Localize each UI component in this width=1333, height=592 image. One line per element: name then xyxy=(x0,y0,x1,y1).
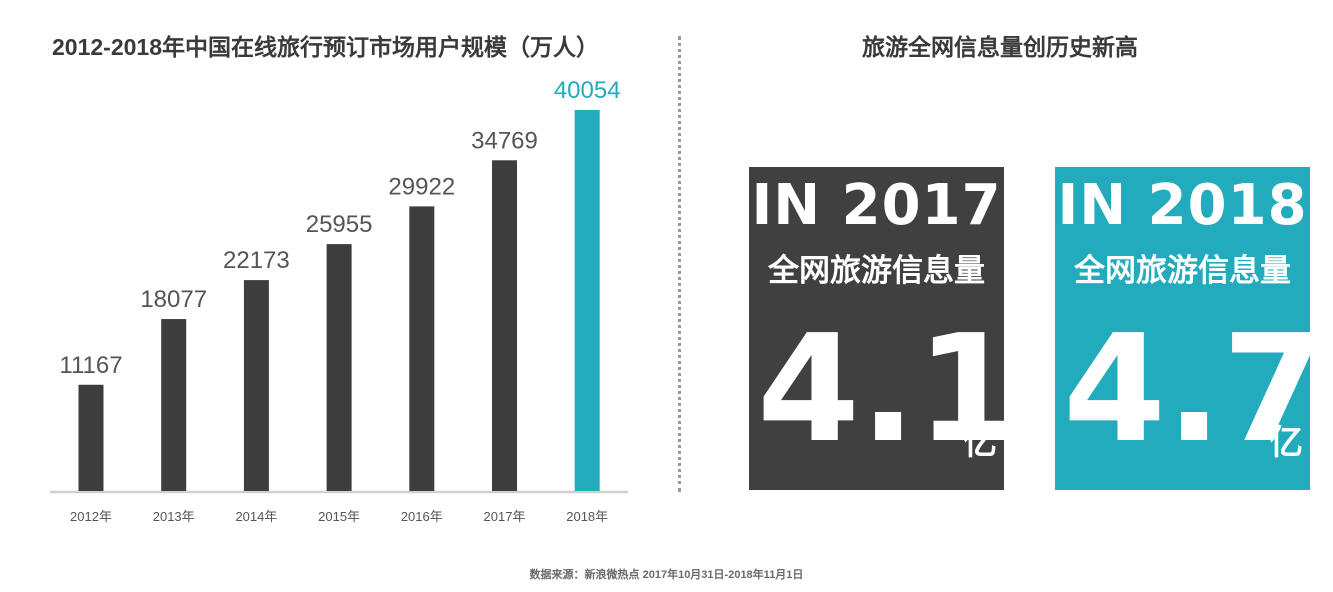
bar xyxy=(492,160,517,491)
card-unit: 亿 xyxy=(963,424,997,462)
bar xyxy=(574,110,600,492)
card-value: 4.7 xyxy=(1063,303,1310,475)
card-2017: IN 2017 全网旅游信息量 4.1 亿 xyxy=(749,167,1004,490)
card-label: 全网旅游信息量 xyxy=(768,253,985,288)
bar xyxy=(243,280,269,491)
bar xyxy=(409,206,435,491)
x-tick-label: 2018年 xyxy=(566,509,608,524)
data-label: 40054 xyxy=(554,77,621,104)
bar xyxy=(326,244,352,491)
x-tick-label: 2017年 xyxy=(484,509,526,524)
data-label: 11167 xyxy=(59,352,122,379)
x-tick-label: 2016年 xyxy=(401,509,443,524)
card-value: 4.1 xyxy=(757,303,1004,475)
data-label: 22173 xyxy=(223,247,290,274)
card-year: IN 2017 xyxy=(751,173,1002,238)
card-year: IN 2018 xyxy=(1057,173,1308,238)
data-label: 34769 xyxy=(471,127,538,154)
bar-chart: 11167 2012年 18077 2013年 22173 2014年 25955 2015年… xyxy=(50,77,628,524)
card-unit: 亿 xyxy=(1269,424,1303,462)
x-tick-label: 2014年 xyxy=(235,509,277,524)
right-panel-title: 旅游全网信息量创历史新高 xyxy=(862,34,1138,60)
data-label: 25955 xyxy=(306,211,373,238)
card-label: 全网旅游信息量 xyxy=(1074,253,1291,288)
dotted-divider xyxy=(678,36,681,492)
bar xyxy=(161,319,187,491)
data-label: 29922 xyxy=(388,173,455,200)
x-tick-label: 2013年 xyxy=(153,509,195,524)
bar xyxy=(78,384,104,491)
x-tick-label: 2015年 xyxy=(318,509,360,524)
card-2018: IN 2018 全网旅游信息量 4.7 亿 xyxy=(1055,167,1310,490)
source-note: 数据来源：新浪微热点 2017年10月31日-2018年11月1日 xyxy=(529,569,804,581)
left-chart-title: 2012-2018年中国在线旅行预订市场用户规模（万人） xyxy=(52,34,599,60)
data-label: 18077 xyxy=(140,286,207,313)
x-tick-label: 2012年 xyxy=(70,509,112,524)
